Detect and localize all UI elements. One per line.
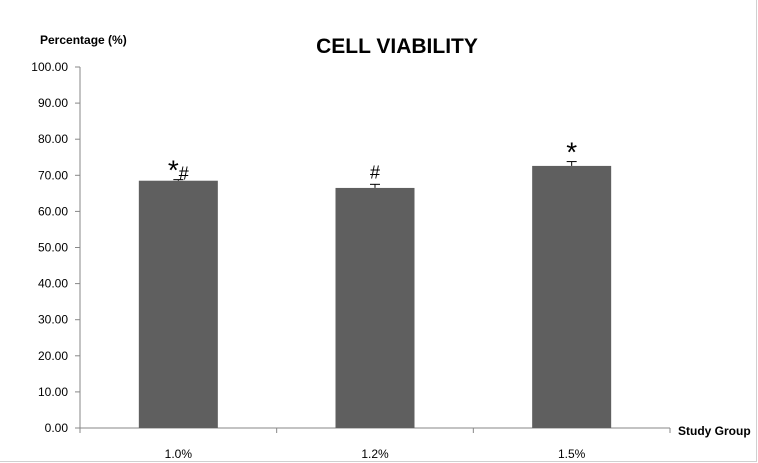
y-axis: 0.00 10.00 20.00 30.00 40.00 50.00 60.00 70.00 8… <box>31 60 81 435</box>
y-tick-label: 70.00 <box>38 168 68 182</box>
x-category-label: 1.5% <box>558 447 586 461</box>
y-tick-label: 40.00 <box>38 277 68 291</box>
significance-annotations: *# # * <box>168 137 577 186</box>
x-category-label: 1.0% <box>165 447 193 461</box>
y-tick-label: 90.00 <box>38 96 68 110</box>
y-tick-label: 10.00 <box>38 385 68 399</box>
x-category-label: 1.2% <box>361 447 389 461</box>
chart-title: CELL VIABILITY <box>316 35 478 58</box>
y-tick-label: 0.00 <box>45 421 69 435</box>
bar <box>335 187 415 428</box>
y-tick-label: 30.00 <box>38 313 68 327</box>
y-tick-label: 80.00 <box>38 132 68 146</box>
y-tick-label: 60.00 <box>38 204 68 218</box>
significance-annotation: *# <box>168 155 189 186</box>
significance-annotation: # <box>370 162 380 182</box>
bar <box>138 180 218 428</box>
y-tick-label: 50.00 <box>38 241 68 255</box>
error-bars <box>173 161 577 188</box>
x-axis: 1.0% 1.2% 1.5% <box>79 427 671 461</box>
x-axis-title: Study Group <box>678 424 751 438</box>
bar <box>532 165 612 428</box>
y-tick-label: 20.00 <box>38 349 68 363</box>
significance-annotation: * <box>566 137 577 168</box>
y-axis-title: Percentage (%) <box>40 33 127 47</box>
bars <box>138 165 612 428</box>
y-tick-label: 100.00 <box>31 60 68 74</box>
